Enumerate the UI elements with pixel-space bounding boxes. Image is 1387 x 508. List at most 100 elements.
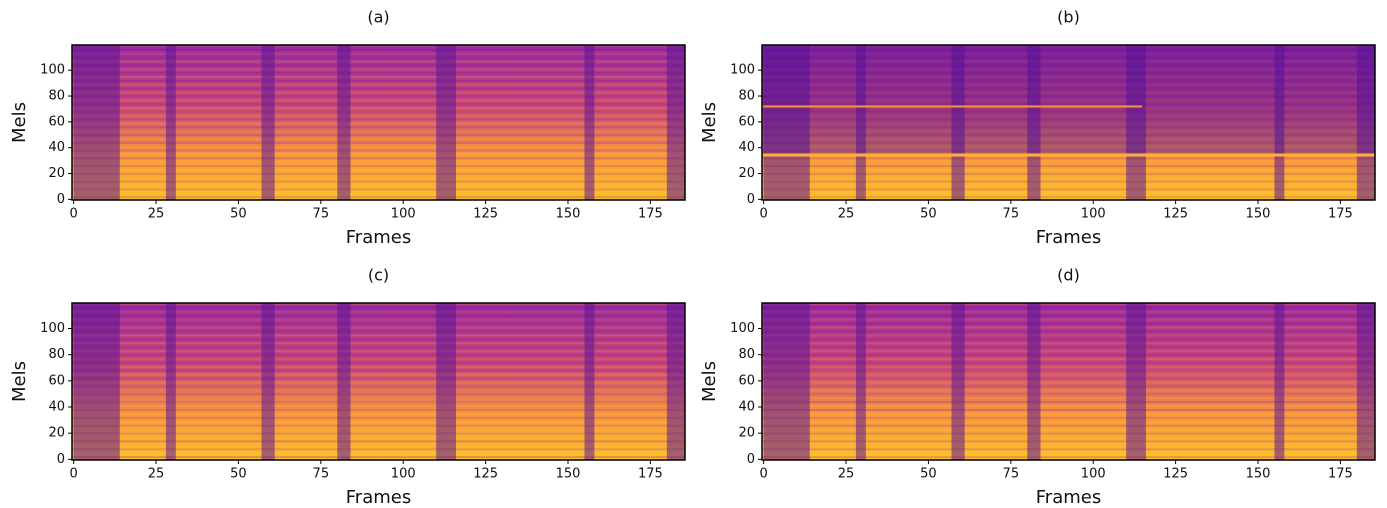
- texture-stripe: [72, 157, 685, 160]
- texture-silence: [73, 303, 120, 460]
- texture-stripe: [762, 172, 1375, 175]
- texture-silence: [1356, 303, 1375, 460]
- texture-stripe: [72, 334, 685, 337]
- texture-silence: [165, 303, 176, 460]
- texture-stripe: [762, 342, 1375, 345]
- texture-stripe: [762, 180, 1375, 183]
- plot-frame: [71, 302, 686, 461]
- texture-stripe: [762, 157, 1375, 160]
- texture-stripe: [72, 48, 685, 51]
- chart-title: (a): [367, 8, 389, 27]
- texture-stripe: [762, 354, 1375, 357]
- texture-stripe: [72, 114, 685, 117]
- texture-stripe: [72, 314, 685, 317]
- x-tick-label: 150: [556, 467, 581, 482]
- texture-stripe: [72, 401, 685, 404]
- x-axis-label: Frames: [346, 487, 411, 508]
- texture-noise: [762, 45, 1375, 154]
- y-tick-label: 80: [738, 89, 755, 104]
- texture-silence: [1027, 45, 1041, 200]
- x-tick-label: 0: [70, 467, 78, 482]
- texture-silence: [666, 303, 685, 460]
- x-tick-label: 25: [148, 467, 165, 482]
- x-tick-label: 175: [1328, 467, 1353, 482]
- texture-silence: [1274, 45, 1285, 200]
- texture-stripe: [72, 118, 685, 121]
- texture-stripe: [762, 176, 1375, 179]
- y-axis-label: Mels: [9, 361, 30, 402]
- texture-stripe: [72, 56, 685, 59]
- spectrogram: [72, 45, 685, 200]
- texture-stripe: [72, 141, 685, 144]
- texture-stripe: [72, 420, 685, 423]
- texture-stripe: [72, 79, 685, 82]
- x-tick-label: 50: [230, 207, 247, 222]
- x-tick-label: 50: [230, 467, 247, 482]
- texture-stripe: [762, 346, 1375, 349]
- texture-stripe: [72, 381, 685, 384]
- x-tick-label: 100: [391, 467, 416, 482]
- chart-title: (c): [368, 266, 389, 285]
- texture-stripe: [72, 87, 685, 90]
- y-tick-label: 80: [738, 347, 755, 362]
- texture-stripe: [72, 64, 685, 67]
- texture-stripe: [72, 196, 685, 199]
- texture-silence: [763, 45, 810, 200]
- texture-stripe: [72, 369, 685, 372]
- texture-stripe: [72, 361, 685, 364]
- texture-stripe: [72, 357, 685, 360]
- texture-stripe: [72, 138, 685, 140]
- texture-silence: [337, 303, 351, 460]
- texture-stripe: [762, 76, 1375, 78]
- x-tick-label: 175: [638, 207, 663, 222]
- texture-stripe: [762, 314, 1375, 317]
- texture-stripe: [762, 149, 1375, 152]
- x-tick-label: 0: [760, 467, 768, 482]
- texture-stripe: [762, 350, 1375, 353]
- texture-stripe: [762, 56, 1375, 59]
- x-tick-label: 25: [148, 207, 165, 222]
- x-tick-label: 150: [1246, 467, 1271, 482]
- x-tick-label: 125: [473, 467, 498, 482]
- x-tick-label: 100: [1081, 467, 1106, 482]
- texture-stripe: [762, 83, 1375, 86]
- texture-stripe: [72, 165, 685, 168]
- y-tick-label: 0: [57, 192, 65, 207]
- texture-stripe: [72, 176, 685, 179]
- texture-stripe: [72, 440, 685, 443]
- texture-stripe: [762, 141, 1375, 144]
- x-tick-label: 25: [838, 207, 855, 222]
- texture-stripe: [762, 303, 1375, 305]
- y-axis-label: Mels: [9, 102, 30, 143]
- texture-stripe: [72, 60, 685, 63]
- texture-stripe: [762, 389, 1375, 392]
- texture-stripe: [762, 401, 1375, 404]
- texture-stripe: [762, 381, 1375, 384]
- x-tick-label: 150: [556, 207, 581, 222]
- texture-stripe: [72, 377, 685, 380]
- y-tick-label: 100: [730, 63, 755, 78]
- texture-stripe: [762, 369, 1375, 372]
- texture-silence: [1356, 45, 1375, 200]
- texture-stripe: [762, 408, 1375, 411]
- texture-stripe: [72, 326, 685, 329]
- x-tick-label: 150: [1246, 207, 1271, 222]
- y-tick-label: 40: [738, 400, 755, 415]
- texture-silence: [584, 45, 595, 200]
- texture-stripe: [72, 180, 685, 183]
- spectrogram: [72, 303, 685, 460]
- x-tick-label: 25: [838, 467, 855, 482]
- y-tick-label: 20: [738, 166, 755, 181]
- texture-stripe: [762, 122, 1375, 125]
- texture-stripe: [72, 303, 685, 305]
- x-tick-label: 125: [1163, 467, 1188, 482]
- texture-silence: [1274, 303, 1285, 460]
- texture-stripe: [72, 91, 685, 94]
- y-tick-label: 100: [40, 63, 65, 78]
- texture-stripe: [762, 114, 1375, 117]
- texture-stripe: [72, 428, 685, 431]
- y-tick-label: 40: [48, 400, 65, 415]
- texture-silence: [436, 303, 456, 460]
- y-tick-label: 40: [738, 140, 755, 155]
- texture-stripe: [762, 393, 1375, 396]
